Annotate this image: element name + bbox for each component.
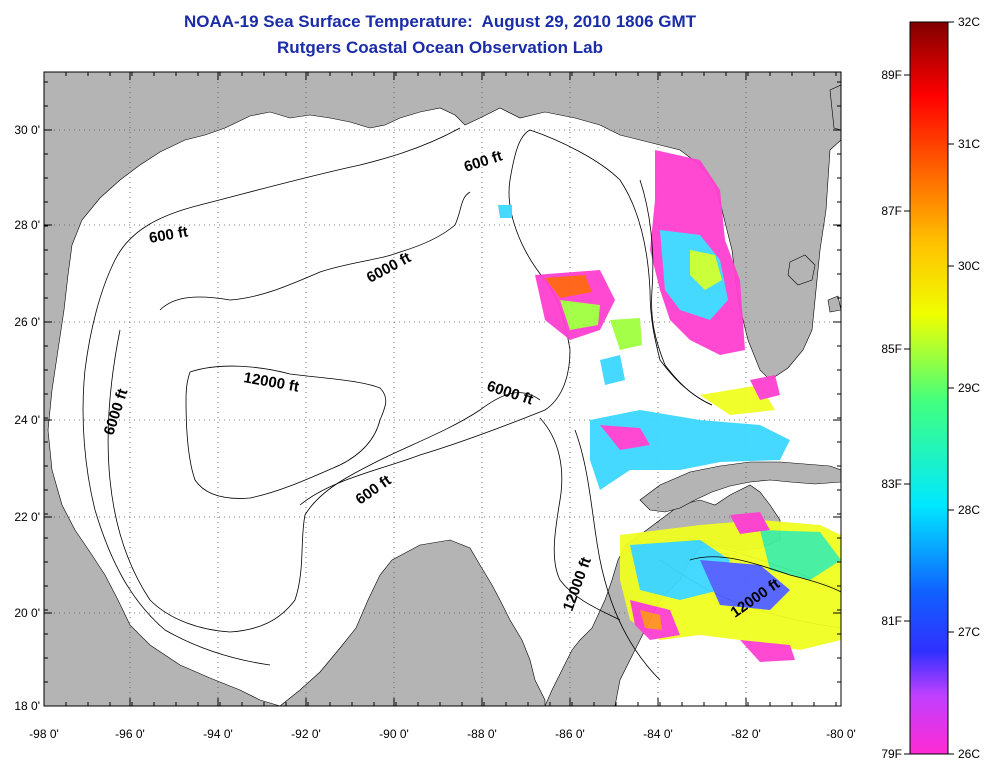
- map-title: NOAA-19 Sea Surface Temperature: August …: [183, 12, 697, 31]
- map-frame: [43, 71, 842, 707]
- x-tick-label: -88 0': [467, 727, 497, 741]
- x-tick-label: -92 0': [291, 727, 321, 741]
- y-tick-label: 30 0': [14, 123, 40, 137]
- x-tick-label: -90 0': [379, 727, 409, 741]
- land-us-gulf-coast: [44, 72, 841, 706]
- y-tick-label: 20 0': [14, 606, 40, 620]
- colorbar-fahrenheit-label: 79F: [881, 747, 902, 761]
- land-cuba: [639, 461, 841, 513]
- sst-data-patches: [498, 150, 841, 662]
- colorbar-celsius-label: 29C: [958, 381, 980, 395]
- contour-600ft: [299, 129, 713, 506]
- land-yucatan: [279, 539, 546, 706]
- y-tick-label: 24 0': [14, 413, 40, 427]
- x-tick-label: -98 0': [29, 727, 59, 741]
- colorbar-celsius-label: 27C: [958, 625, 980, 639]
- x-tick-label: -96 0': [115, 727, 145, 741]
- x-tick-label: -84 0': [643, 727, 673, 741]
- contour-6000ft: [107, 329, 541, 633]
- bathymetry-contours: [82, 127, 841, 681]
- colorbar-fahrenheit-label: 87F: [881, 204, 902, 218]
- y-tick-label: 26 0': [14, 315, 40, 329]
- colorbar-celsius-label: 30C: [958, 259, 980, 273]
- y-tick-label: 18 0': [14, 699, 40, 713]
- y-tick-label: 22 0': [14, 510, 40, 524]
- colorbar-celsius-label: 31C: [958, 137, 980, 151]
- y-tick-label: 28 0': [14, 218, 40, 232]
- x-tick-label: -94 0': [203, 727, 233, 741]
- land-bahamas: [787, 84, 841, 313]
- colorbar-celsius-label: 32C: [958, 15, 980, 29]
- x-tick-label: -86 0': [555, 727, 585, 741]
- x-tick-label: -80 0': [826, 727, 856, 741]
- colorbar-fahrenheit-label: 81F: [881, 614, 902, 628]
- contour-12000ft: [185, 365, 387, 499]
- colorbar-fahrenheit-label: 89F: [881, 68, 902, 82]
- colorbar-fahrenheit-label: 83F: [881, 477, 902, 491]
- x-tick-label: -82 0': [731, 727, 761, 741]
- map-subtitle: Rutgers Coastal Ocean Observation Lab: [277, 38, 603, 57]
- contour-label: 600 ft: [148, 223, 190, 247]
- colorbar-fahrenheit-label: 85F: [881, 342, 902, 356]
- colorbar-celsius-label: 26C: [958, 747, 980, 761]
- colorbar-celsius-label: 28C: [958, 503, 980, 517]
- colorbar: [909, 21, 949, 755]
